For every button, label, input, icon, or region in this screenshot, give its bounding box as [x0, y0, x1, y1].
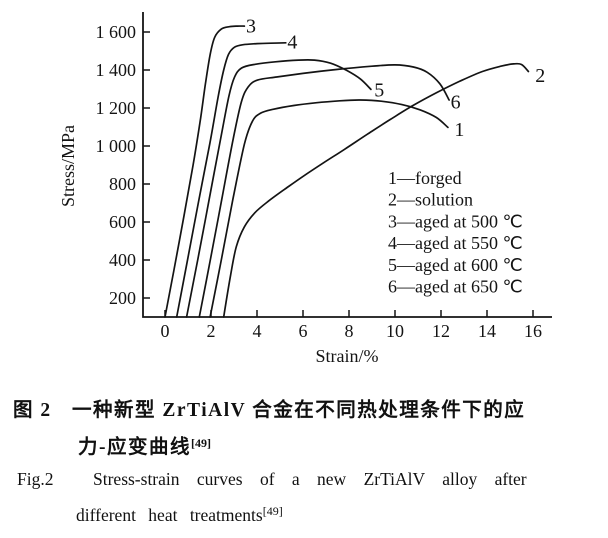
curves [164, 25, 530, 318]
curve-aged-at-500- [164, 25, 246, 318]
curve-aged-at-600- [185, 58, 372, 318]
reference-superscript-zh: [49] [191, 436, 211, 450]
curve-number-label: 6 [451, 92, 461, 114]
y-tick-label: 1 000 [96, 136, 137, 156]
reference-superscript-en: [49] [262, 504, 283, 518]
curve-aged-at-650- [198, 64, 450, 318]
x-tick-label: 16 [524, 321, 542, 341]
legend-entry: 4—aged at 550 ℃ [388, 233, 523, 253]
caption-zh-text2: 力-应变曲线[49] [78, 436, 211, 458]
y-tick-label: 200 [109, 288, 136, 308]
legend-entry: 3—aged at 500 ℃ [388, 211, 523, 231]
y-tick-label: 1 600 [96, 22, 137, 42]
legend-entry: 2—solution [388, 190, 473, 210]
x-tick-label: 10 [386, 321, 404, 341]
curve-number-label: 3 [246, 15, 256, 37]
curve-number-label: 1 [454, 119, 464, 141]
curve-number-label: 2 [535, 65, 545, 87]
figure-number-zh: 图 2 [13, 400, 52, 421]
curve-labels: 1 2 3 4 5 6 [246, 15, 545, 141]
x-tick-label: 8 [345, 321, 354, 341]
y-tick-label: 400 [109, 250, 136, 270]
x-tick-label: 2 [207, 321, 216, 341]
caption-en-text2: different heat treatments[49] [76, 504, 283, 525]
legend-entry: 5—aged at 600 ℃ [388, 255, 523, 275]
x-tick-label: 14 [478, 321, 496, 341]
y-tick-label: 1 400 [96, 60, 137, 80]
x-tick-label: 6 [299, 321, 308, 341]
legend-entry: 6—aged at 650 ℃ [388, 277, 523, 297]
figure-number-en: Fig.2 [17, 469, 54, 489]
y-axis-title: Stress/MPa [58, 125, 78, 207]
curve-number-label: 5 [374, 79, 384, 101]
x-axis-title: Strain/% [316, 346, 379, 366]
caption-zh-text1: 一种新型 ZrTiAlV 合金在不同热处理条件下的应 [72, 400, 526, 421]
y-tick-label: 800 [109, 174, 136, 194]
legend-entry: 1—forged [388, 168, 462, 188]
curve-number-label: 4 [287, 31, 297, 53]
x-tick-label: 4 [253, 321, 262, 341]
curve-solution [222, 62, 530, 318]
curve-aged-at-550- [175, 41, 287, 318]
x-tick-label: 12 [432, 321, 450, 341]
axis-frame [142, 12, 552, 318]
x-tick-label: 0 [161, 321, 170, 341]
caption-en-text1: Stress-strain curves of a new ZrTiAlV al… [93, 469, 527, 489]
y-tick-label: 1 200 [96, 98, 137, 118]
y-tick-label: 600 [109, 212, 136, 232]
